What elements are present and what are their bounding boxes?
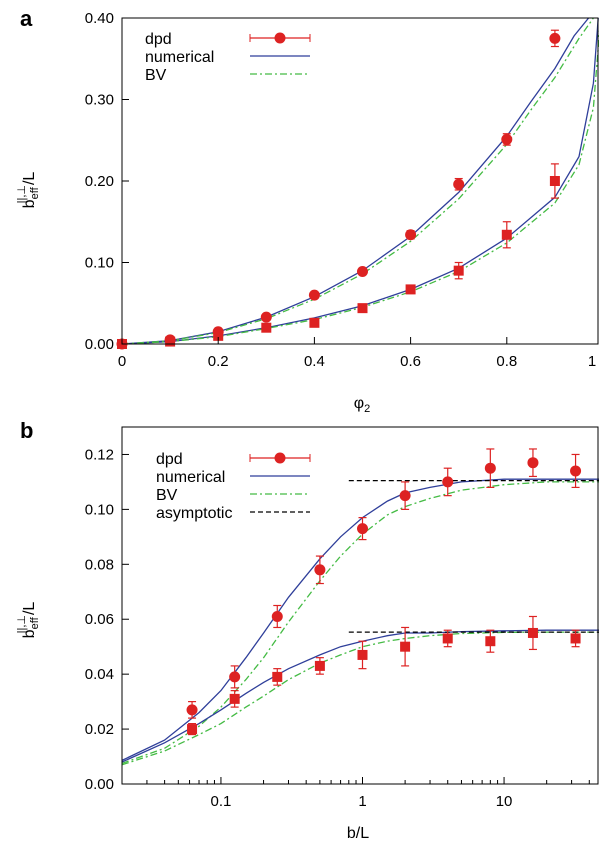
panel-b-chart: b 0.00 0.02 0.04 0.06 0.08 0.10 0.12 0.1 1 10 b/L… [16,418,599,842]
data-point-square [527,627,538,638]
panel-a-data-layer [116,18,599,350]
data-point-square [453,265,464,276]
panel-a-x-axis-label: φ2 [354,395,371,415]
series-line-numerical [122,478,599,761]
y-tick-label: 0.10 [85,501,114,518]
x-tick-label: 10 [496,793,513,810]
data-point-square [549,176,560,186]
series-line-numerical [122,18,590,344]
data-point-circle [314,564,326,576]
data-point-square [272,671,283,682]
data-point-square [405,284,416,295]
data-point-circle [260,311,272,323]
panel-a-legend: dpd numerical BV [145,31,311,84]
data-point-circle [357,265,368,277]
series-line-bv [122,29,599,344]
series-line-numerical [122,18,599,344]
data-point-circle [527,457,539,469]
data-point-square [357,303,368,314]
data-point-square [165,336,176,347]
series-line-bv [122,18,594,344]
data-point-square [442,633,453,644]
panel-b-axes: 0.00 0.02 0.04 0.06 0.08 0.10 0.12 0.1 1 10 [85,446,590,810]
y-tick-label: 0.30 [85,92,114,109]
x-tick-label: 0.2 [208,353,229,370]
legend-numerical-label: numerical [156,469,225,486]
data-point-circle [308,289,320,301]
data-point-circle [186,704,198,716]
legend-numerical-label: numerical [145,49,214,66]
data-point-square [501,229,512,240]
x-tick-label: 0.1 [211,793,232,810]
x-tick-label: 0.6 [400,353,421,370]
panel-b-plot-frame [121,426,599,785]
data-point-circle [501,133,513,145]
data-point-circle [484,462,496,474]
y-tick-label: 0.12 [85,446,114,463]
data-point-square [309,317,320,328]
y-tick-label: 0.00 [85,776,114,793]
x-tick-label: 0 [118,353,126,370]
data-point-square [570,633,581,644]
data-point-square [187,724,198,735]
data-point-circle [549,32,561,44]
panel-a-axes: 0.00 0.10 0.20 0.30 0.40 0 0.2 0.4 0.6 0.8 1 [85,10,596,370]
data-point-square [229,693,240,704]
y-tick-label: 0.02 [85,721,114,738]
legend-dpd-label: dpd [145,31,172,48]
legend-bv-label: BV [156,487,178,504]
y-tick-label: 0.00 [85,336,114,353]
panel-a-plot-frame [121,17,599,345]
panel-b-data-layer [122,448,599,766]
data-point-circle [357,523,368,535]
data-point-square [314,660,325,671]
series-line-bv [122,481,599,765]
data-point-square [400,641,411,652]
y-tick-label: 0.08 [85,556,114,573]
data-point-circle [453,178,465,190]
panel-a-chart: a 0.000.100.200.300.400 0.2 0.4 0.6 0.8 1 φ2 … [16,6,599,415]
legend-asymptotic-label: asymptotic [156,505,232,522]
data-point-circle [229,671,241,683]
x-tick-label: 1 [588,353,596,370]
data-point-circle [399,490,411,502]
data-point-square [485,636,496,647]
y-tick-label: 0.04 [85,666,114,683]
panel-b-y-axis-label: beff||,⊥/L [16,602,41,639]
y-tick-label: 0.10 [85,255,114,272]
data-point-circle [442,476,454,488]
legend-dpd-marker [274,452,286,464]
data-point-square [261,322,272,333]
y-tick-label: 0.40 [85,10,114,27]
x-tick-label: 0.8 [496,353,517,370]
data-point-circle [570,465,582,477]
data-point-circle [271,610,283,622]
x-tick-label: 0.4 [304,353,325,370]
panel-b-x-axis-label: b/L [347,825,369,842]
data-point-square [213,330,224,341]
panel-a-label: a [20,6,33,31]
legend-dpd-marker [274,32,286,44]
y-tick-label: 0.20 [85,173,114,190]
panel-b-legend: dpd numerical BV asymptotic [156,451,311,522]
y-tick-label: 0.06 [85,611,114,628]
series-line-numerical [122,629,599,763]
series-line-bv [122,631,599,766]
legend-bv-label: BV [145,67,167,84]
panel-b-label: b [20,418,33,443]
x-tick-label: 1 [358,793,366,810]
data-point-circle [405,229,417,241]
legend-dpd-label: dpd [156,451,183,468]
data-point-square [357,649,368,660]
panel-a-y-axis-label: beff||,⊥/L [16,172,41,209]
